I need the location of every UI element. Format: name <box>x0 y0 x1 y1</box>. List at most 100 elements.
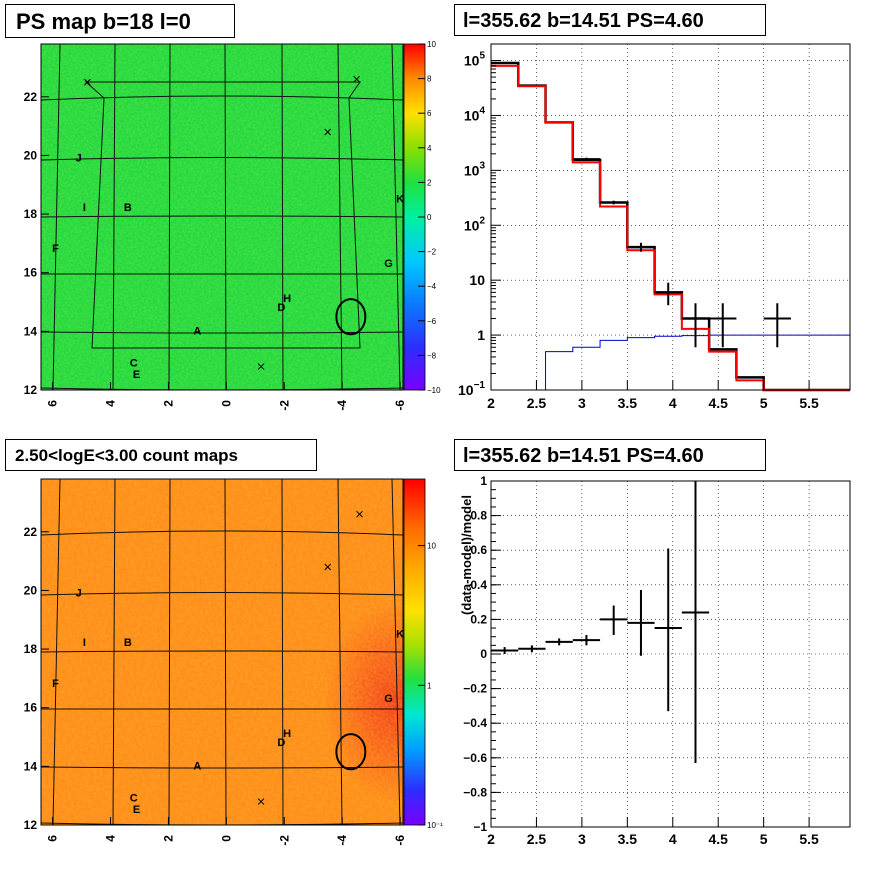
y-tick-label: 12 <box>24 383 38 397</box>
colorbar-label: 10⁻¹ <box>427 821 443 830</box>
spectrum-x-ticks: 2 2.5 3 3.5 4 4.5 5 5.5 <box>487 380 819 411</box>
x-tick-label: 6 <box>46 835 60 842</box>
ps-map-colorbar-ticks: 10 8 6 4 2 0 −2 −4 −6 −8 −10 <box>418 40 441 395</box>
y-tick-label: −0.2 <box>463 682 487 696</box>
y-tick-mantissa: 10 <box>469 272 485 288</box>
x-tick-label: 5.5 <box>799 395 819 411</box>
source-label-i: I <box>83 202 86 214</box>
y-tick-label: 0.8 <box>470 509 487 523</box>
x-tick-label: 4.5 <box>708 395 728 411</box>
x-tick-label: 2.5 <box>527 395 547 411</box>
x-tick-label: 3 <box>578 831 586 847</box>
cross-marker <box>353 75 361 83</box>
x-tick-label: 6 <box>46 400 60 407</box>
y-tick-label: 102 <box>464 215 486 233</box>
count-map-source-labels: J I B F K G HD A CE <box>52 587 404 816</box>
cross-marker <box>324 563 332 571</box>
x-tick-label: 3.5 <box>618 395 638 411</box>
source-label-k: K <box>396 193 404 205</box>
residuals-plot-area <box>491 481 850 827</box>
source-label-e: E <box>133 369 140 381</box>
source-label-a: A <box>193 760 201 772</box>
y-tick-label: 14 <box>24 324 38 338</box>
residuals-title: l=355.62 b=14.51 PS=4.60 <box>454 439 766 471</box>
cross-marker <box>257 798 265 805</box>
colorbar-label: 10 <box>427 40 436 49</box>
cross-marker <box>324 128 332 136</box>
y-tick-label: 16 <box>24 701 38 715</box>
source-label-a: A <box>193 325 201 337</box>
source-label-j: J <box>76 152 82 164</box>
x-tick-label: 3.5 <box>618 831 638 847</box>
source-label-k: K <box>396 628 404 640</box>
colorbar-label: 4 <box>427 144 432 153</box>
colorbar-label: 8 <box>427 75 432 84</box>
ps-map-y-ticks: 12 14 16 18 20 22 <box>24 90 49 397</box>
colorbar-label: 2 <box>427 178 432 187</box>
spectrum-data-points <box>572 157 791 348</box>
source-label-f: F <box>52 678 59 690</box>
y-tick-label: 1 <box>477 327 485 343</box>
source-label-c: C <box>130 358 138 370</box>
residuals-y-axis-label: (data-model)/model <box>459 495 474 615</box>
colorbar-label: 6 <box>427 109 432 118</box>
source-label-b: B <box>124 637 132 649</box>
y-tick-mantissa: 10 <box>464 217 480 233</box>
residuals-data-points <box>491 481 710 763</box>
y-tick-label: 14 <box>24 759 38 773</box>
x-tick-label: 5 <box>760 831 768 847</box>
source-circle <box>335 298 367 336</box>
y-tick-label: 0.4 <box>470 578 487 592</box>
y-tick-label: 10−1 <box>458 380 485 398</box>
y-tick-label: 12 <box>24 818 38 832</box>
y-tick-label: 0.6 <box>470 543 487 557</box>
y-tick-label: 10 <box>469 272 485 288</box>
x-tick-label: 2.5 <box>527 831 547 847</box>
count-map-frame <box>40 478 404 826</box>
y-tick-label: 20 <box>24 148 38 162</box>
residuals-y-ticks: 1 0.8 0.6 0.4 0.2 0 −0.2 −0.4 −0.6 −0.8 −1 <box>463 474 501 834</box>
ps-map-markers <box>83 75 367 370</box>
y-tick-exponent: 5 <box>479 51 485 62</box>
count-map-markers <box>257 510 367 805</box>
x-tick-label: -6 <box>393 400 407 411</box>
ps-map-frame <box>40 43 404 391</box>
y-tick-label: 20 <box>24 583 38 597</box>
x-tick-label: 4 <box>104 835 118 842</box>
x-tick-label: 2 <box>487 831 495 847</box>
count-map-title: 2.50<logE<3.00 count maps <box>5 439 317 471</box>
y-tick-label: −0.8 <box>463 785 487 799</box>
count-map-colorbar-ticks: 10 1 10⁻¹ <box>418 542 443 830</box>
ps-map-grid <box>41 44 403 390</box>
source-label-h: H <box>283 728 291 740</box>
colorbar-label: −4 <box>427 282 437 291</box>
source-label-j: J <box>76 587 82 599</box>
y-tick-label: −0.6 <box>463 751 487 765</box>
count-map-grid <box>41 479 403 825</box>
y-tick-mantissa: 1 <box>477 327 485 343</box>
cross-marker <box>83 78 91 86</box>
y-tick-exponent: 3 <box>479 160 485 171</box>
residuals-grid <box>490 480 850 828</box>
colorbar-label: −6 <box>427 317 437 326</box>
spectrum-title: l=355.62 b=14.51 PS=4.60 <box>454 4 766 36</box>
source-label-d: D <box>277 302 285 314</box>
y-tick-mantissa: 10 <box>464 162 480 178</box>
x-tick-label: 4.5 <box>708 831 728 847</box>
x-tick-label: 5.5 <box>799 831 819 847</box>
y-tick-mantissa: 10 <box>464 53 480 69</box>
x-tick-label: 5 <box>760 395 768 411</box>
y-tick-label: 18 <box>24 207 38 221</box>
residuals-x-ticks: 2 2.5 3 3.5 4 4.5 5 5.5 <box>487 817 819 847</box>
source-label-e: E <box>133 804 140 816</box>
y-tick-exponent: 2 <box>479 215 485 226</box>
y-tick-label: 16 <box>24 266 38 280</box>
spectrum-plot-area <box>491 44 850 390</box>
colorbar-label: −8 <box>427 351 437 360</box>
ps-map-source-labels: J I B F K G HD A CE <box>52 152 404 381</box>
y-tick-label: 0.2 <box>470 612 487 626</box>
